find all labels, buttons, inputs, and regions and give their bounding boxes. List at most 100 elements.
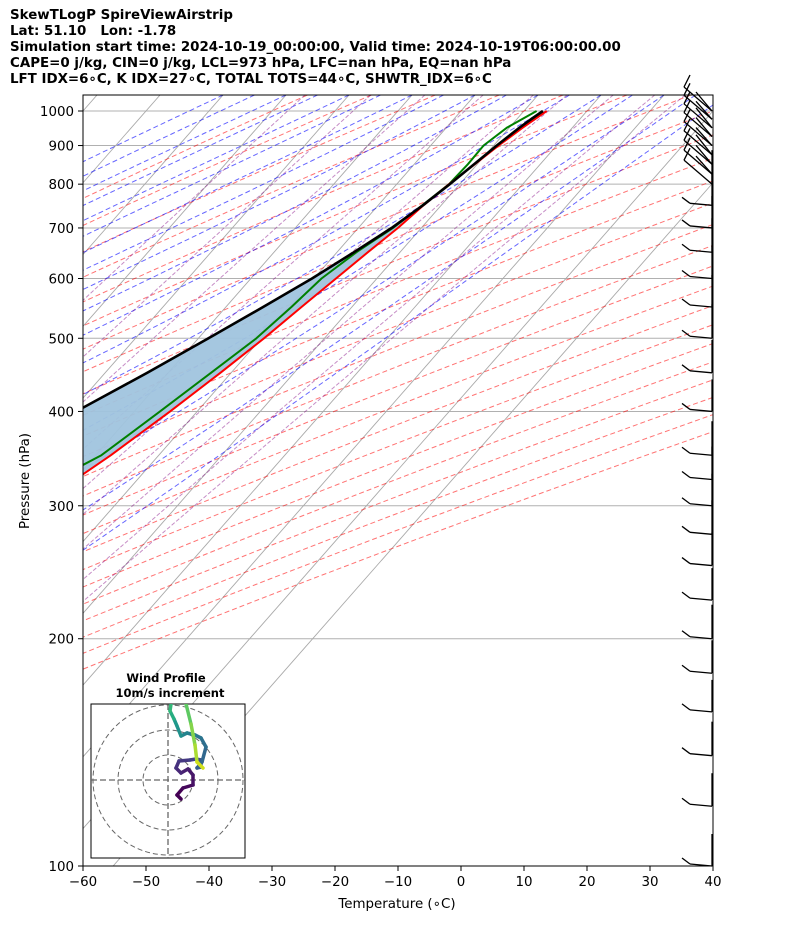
y-axis-label: Pressure (hPa) bbox=[18, 433, 33, 529]
inset-subtitle: 10m/s increment bbox=[116, 686, 225, 700]
title-indices-2: LFT IDX=6∘C, K IDX=27∘C, TOTAL TOTS=44∘C… bbox=[10, 72, 492, 87]
wind-barb bbox=[681, 568, 713, 601]
x-tick-label: −20 bbox=[321, 875, 349, 890]
moist-adiabat-line bbox=[83, 95, 507, 312]
title-location: Lat: 51.10 Lon: -1.78 bbox=[10, 24, 177, 39]
dry-adiabat-line bbox=[83, 95, 500, 278]
mixing-ratio-line bbox=[83, 95, 306, 302]
wind-barb bbox=[683, 74, 713, 112]
isotherm-line bbox=[83, 95, 287, 327]
wind-barb bbox=[683, 127, 713, 165]
y-tick-label: 500 bbox=[48, 332, 74, 347]
moist-adiabat-line bbox=[83, 95, 476, 291]
dry-adiabat-line bbox=[83, 95, 372, 227]
y-tick-label: 1000 bbox=[40, 105, 74, 120]
moist-adiabat-line bbox=[83, 95, 570, 364]
inset-title: Wind Profile bbox=[126, 671, 206, 685]
dry-adiabat-line bbox=[83, 180, 713, 437]
y-tick-label: 400 bbox=[48, 405, 74, 420]
x-tick-label: −40 bbox=[195, 875, 223, 890]
wind-barb bbox=[681, 421, 713, 456]
wind-barb bbox=[681, 304, 713, 339]
title-station: SkewTLogP SpireViewAirstrip bbox=[10, 8, 233, 23]
y-tick-label: 900 bbox=[48, 140, 74, 155]
hodograph-segment bbox=[193, 743, 199, 764]
dry-adiabat-line bbox=[83, 285, 713, 535]
moist-adiabat-line bbox=[83, 95, 602, 396]
hodograph-segment bbox=[175, 724, 183, 738]
wind-barb bbox=[681, 379, 713, 413]
mixing-ratio-line bbox=[83, 95, 484, 450]
moist-adiabat-line bbox=[83, 95, 224, 163]
hodograph-segment bbox=[195, 760, 205, 770]
y-tick-label: 100 bbox=[48, 860, 74, 875]
dry-adiabat-line bbox=[83, 431, 713, 670]
isotherm-line bbox=[83, 95, 350, 399]
x-tick-label: −60 bbox=[69, 875, 97, 890]
moist-adiabat-line bbox=[83, 95, 696, 511]
x-tick-label: −30 bbox=[258, 875, 286, 890]
x-tick-label: −50 bbox=[132, 875, 160, 890]
x-tick-label: 10 bbox=[515, 875, 532, 890]
isotherm-line bbox=[83, 95, 98, 112]
dry-adiabat-line bbox=[83, 95, 564, 303]
mixing-ratio-line bbox=[83, 95, 534, 490]
dry-adiabat-line bbox=[83, 361, 713, 605]
title-indices-1: CAPE=0 j/kg, CIN=0 j/kg, LCL=973 hPa, LF… bbox=[10, 56, 512, 71]
title-times: Simulation start time: 2024-10-19_00:00:… bbox=[10, 40, 621, 55]
dry-adiabat-line bbox=[83, 244, 713, 497]
wind-barb bbox=[681, 721, 713, 757]
wind-barb bbox=[681, 500, 713, 535]
hodograph-segment bbox=[184, 704, 193, 726]
isotherm-line bbox=[83, 95, 476, 543]
parcel-line bbox=[83, 109, 544, 410]
isotherm-line bbox=[83, 95, 602, 686]
dry-adiabat-line bbox=[83, 396, 713, 638]
mixing-ratio-line bbox=[83, 95, 568, 516]
mixing-ratio-line bbox=[83, 95, 656, 581]
wind-barb bbox=[681, 679, 713, 713]
dry-adiabat-line bbox=[83, 265, 713, 516]
wind-barb bbox=[681, 834, 713, 867]
y-tick-label: 600 bbox=[48, 272, 74, 287]
moist-adiabat-line bbox=[83, 95, 633, 431]
x-tick-label: 20 bbox=[578, 875, 595, 890]
dry-adiabat-line bbox=[83, 95, 692, 350]
dewpoint-line bbox=[83, 110, 538, 467]
wind-barb bbox=[681, 604, 713, 640]
x-tick-label: −10 bbox=[384, 875, 412, 890]
hodograph-plot bbox=[91, 704, 245, 858]
wind-barb bbox=[681, 773, 713, 807]
mixing-ratio-line bbox=[83, 95, 372, 358]
dry-adiabat-line bbox=[83, 157, 713, 416]
moist-adiabat-line bbox=[83, 95, 665, 470]
y-tick-label: 300 bbox=[48, 500, 74, 515]
wind-barb bbox=[681, 275, 713, 308]
mixing-ratio-line bbox=[83, 95, 686, 603]
dry-adiabat-line bbox=[83, 324, 713, 571]
moist-adiabat-line bbox=[83, 95, 539, 336]
cin-shaded-region bbox=[83, 111, 547, 475]
isotherm-line bbox=[83, 95, 539, 614]
y-tick-label: 800 bbox=[48, 178, 74, 193]
hodograph-segment bbox=[189, 722, 197, 747]
dry-adiabat-line bbox=[83, 110, 713, 373]
wind-barb bbox=[681, 339, 713, 374]
x-tick-label: 30 bbox=[641, 875, 658, 890]
isotherm-line bbox=[83, 95, 413, 471]
x-tick-label: 40 bbox=[704, 875, 721, 890]
moist-adiabat-line bbox=[83, 104, 713, 551]
wind-barb bbox=[681, 640, 713, 674]
hodograph-segment bbox=[168, 704, 173, 713]
x-axis-label: Temperature (∘C) bbox=[337, 897, 455, 912]
dry-adiabat-line bbox=[83, 95, 308, 199]
figure-title: SkewTLogP SpireViewAirstrip Lat: 51.10 L… bbox=[10, 8, 621, 88]
y-tick-label: 700 bbox=[48, 222, 74, 237]
x-tick-label: 0 bbox=[457, 875, 466, 890]
moist-adiabat-line bbox=[83, 95, 413, 254]
mixing-ratio-line bbox=[83, 95, 426, 403]
hodograph-segment bbox=[200, 745, 208, 764]
wind-barb bbox=[683, 147, 713, 185]
moist-adiabat-line bbox=[83, 95, 381, 237]
